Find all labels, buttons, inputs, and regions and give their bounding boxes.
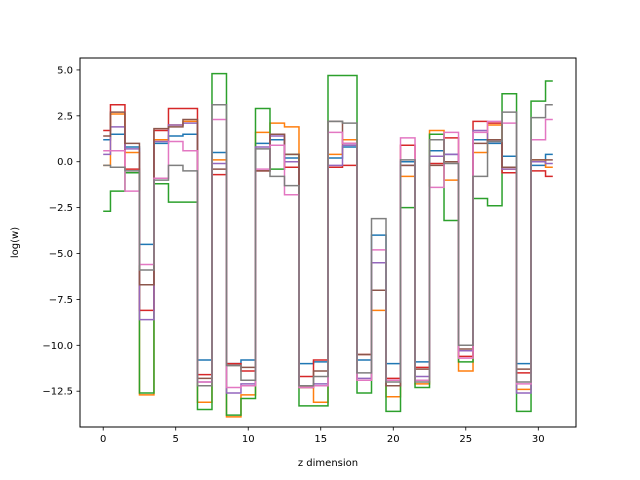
y-axis-label: log(w) [10,227,21,258]
x-tick-label: 0 [100,434,106,445]
y-tick-label: 0.0 [57,157,73,168]
y-tick-label: −2.5 [49,203,73,214]
x-axis-label: z dimension [298,458,358,469]
x-tick-label: 30 [532,434,545,445]
y-tick-label: 5.0 [57,65,73,76]
y-tick-label: −12.5 [42,387,73,398]
y-tick-label: −7.5 [49,295,73,306]
y-axis-ticks: 5.0 2.5 0.0 −2.5 −5.0 −7.5 −10.0 −12.5 [42,65,80,398]
x-tick-label: 25 [459,434,472,445]
x-tick-label: 20 [387,434,400,445]
series-layer [103,72,553,418]
series-line-8 [103,104,553,387]
x-axis-ticks: 0 5 10 15 20 25 30 [100,427,545,445]
y-tick-label: −5.0 [49,249,73,260]
x-tick-label: 15 [314,434,327,445]
series-line-3 [103,72,553,416]
x-tick-label: 5 [173,434,179,445]
y-tick-label: −10.0 [42,341,73,352]
x-tick-label: 10 [242,434,255,445]
y-tick-label: 2.5 [57,111,73,122]
axes-frame [79,57,577,428]
